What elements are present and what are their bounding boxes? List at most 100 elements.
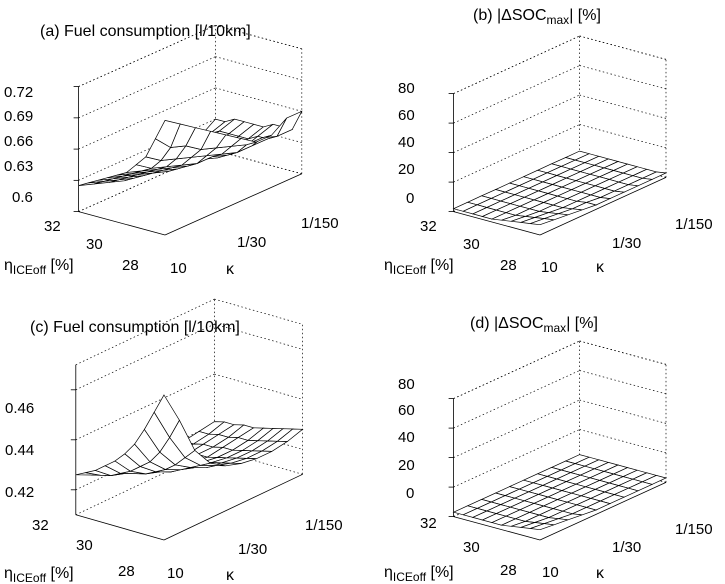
z-tick-label: 20 <box>398 457 415 474</box>
surface-cell <box>530 523 555 531</box>
panel-d-eta-ticks: 32 30 28 <box>420 515 517 579</box>
z-grid-line <box>453 94 580 153</box>
panel-c-z-ticks: 0.46 0.44 0.42 <box>5 400 34 501</box>
z-grid-line <box>453 399 580 458</box>
kappa-tick-label: 10 <box>542 564 559 581</box>
frame-edge <box>75 448 215 516</box>
z-grid-line <box>453 340 580 399</box>
z-grid-line <box>453 124 580 183</box>
z-grid-line <box>215 25 302 50</box>
z-grid-line <box>579 429 667 454</box>
z-grid-line <box>579 65 667 90</box>
panel-c-eta-ticks: 32 30 28 <box>32 517 135 580</box>
panel-b-surface <box>452 150 668 226</box>
panel-b-title: (b) |ΔSOCmax| [%] <box>473 7 601 27</box>
panel-c-kappa-ticks: 10 1/30 1/150 <box>167 517 343 582</box>
z-grid-line <box>453 370 580 429</box>
z-grid-line <box>75 323 215 391</box>
z-tick-label: 0.46 <box>5 400 34 417</box>
z-grid-line <box>579 35 667 60</box>
frame-edge <box>453 211 541 236</box>
z-tick-label: 0.72 <box>4 84 33 101</box>
eta-tick-label: 30 <box>463 539 480 556</box>
surface-cell <box>276 110 303 138</box>
frame-edge <box>214 298 303 325</box>
kappa-tick-label: 10 <box>167 565 184 582</box>
panel-c-surface <box>75 394 304 476</box>
z-grid-line <box>579 124 667 149</box>
panel-a-eta-ticks: 32 30 28 <box>44 218 139 274</box>
z-grid-line <box>579 370 667 395</box>
z-tick-label: 20 <box>398 161 415 178</box>
eta-axis-label: ηICEoff [%] <box>384 257 454 277</box>
eta-tick-label: 32 <box>420 515 437 532</box>
eta-tick-label: 32 <box>420 218 437 235</box>
kappa-tick-label: 1/30 <box>238 541 267 558</box>
panel-a-surface <box>78 110 303 186</box>
z-grid-line <box>215 87 302 112</box>
z-grid-line <box>214 373 303 400</box>
kappa-tick-label: 1/30 <box>612 539 641 556</box>
panel-b-z-ticks: 80 60 40 20 0 <box>398 80 415 207</box>
surface-cell <box>153 394 180 439</box>
kappa-tick-label: 1/30 <box>612 235 641 252</box>
z-tick-label: 0.69 <box>4 108 33 125</box>
z-grid-line <box>78 25 216 87</box>
eta-tick-label: 30 <box>86 236 103 253</box>
z-grid-line <box>214 323 303 350</box>
z-grid-line <box>453 35 580 94</box>
panel-d-title: (d) |ΔSOCmax| [%] <box>470 315 598 335</box>
z-grid-line <box>453 65 580 124</box>
z-grid-line <box>215 56 302 81</box>
panel-b-kappa-ticks: 10 1/30 1/150 <box>541 216 713 276</box>
kappa-axis-label: κ <box>596 259 605 276</box>
z-grid-line <box>579 399 667 424</box>
frame-edge <box>539 482 667 541</box>
frame-edge <box>453 516 541 541</box>
frame-edge <box>539 177 667 236</box>
z-tick-label: 0.66 <box>4 133 33 150</box>
kappa-axis-label: κ <box>226 261 235 278</box>
z-tick-label: 0 <box>406 485 414 502</box>
panel-c-title: (c) Fuel consumption [l/10km] <box>30 319 240 336</box>
surface-cell <box>154 119 181 149</box>
panel-a-z-ticks: 0.72 0.69 0.66 0.63 0.6 <box>4 84 33 206</box>
z-tick-label: 0.42 <box>5 484 34 501</box>
kappa-tick-label: 1/30 <box>237 234 266 251</box>
kappa-tick-label: 1/150 <box>675 216 713 233</box>
z-tick-label: 40 <box>398 134 415 151</box>
z-tick-label: 0 <box>406 190 414 207</box>
z-tick-label: 60 <box>398 107 415 124</box>
panel-d-surface <box>452 454 668 531</box>
eta-axis-label: ηICEoff [%] <box>4 565 74 584</box>
kappa-tick-label: 1/150 <box>675 521 713 538</box>
panel-a: (a) Fuel consumption [l/10km] 0.72 0.69 … <box>4 23 339 278</box>
z-grid-line <box>78 56 216 119</box>
kappa-tick-label: 1/150 <box>305 517 343 534</box>
panel-b-eta-ticks: 32 30 28 <box>420 218 517 274</box>
z-grid-line <box>215 150 302 175</box>
panel-d: (d) |ΔSOCmax| [%] 80 60 40 20 0 32 30 28… <box>384 315 713 584</box>
kappa-tick-label: 10 <box>541 259 558 276</box>
frame-edge <box>163 473 303 541</box>
panel-d-z-ticks: 80 60 40 20 0 <box>398 376 415 502</box>
z-tick-label: 80 <box>398 376 415 393</box>
z-tick-label: 80 <box>398 80 415 97</box>
frame-edge <box>78 211 166 236</box>
eta-tick-label: 32 <box>44 218 61 235</box>
eta-axis-label: ηICEoff [%] <box>384 564 454 584</box>
z-tick-label: 0.44 <box>5 442 34 459</box>
panel-c: (c) Fuel consumption [l/10km] 0.46 0.44 … <box>4 298 343 584</box>
eta-tick-label: 28 <box>122 257 139 274</box>
frame-edge <box>75 514 165 541</box>
eta-tick-label: 28 <box>500 257 517 274</box>
z-grid-line <box>78 87 216 150</box>
z-tick-label: 60 <box>398 402 415 419</box>
kappa-axis-label: κ <box>226 567 235 584</box>
kappa-tick-label: 10 <box>170 260 187 277</box>
surface-cell <box>530 218 555 226</box>
z-tick-label: 0.6 <box>12 189 33 206</box>
eta-tick-label: 32 <box>32 517 49 534</box>
panel-a-kappa-ticks: 10 1/30 1/150 <box>170 215 339 277</box>
